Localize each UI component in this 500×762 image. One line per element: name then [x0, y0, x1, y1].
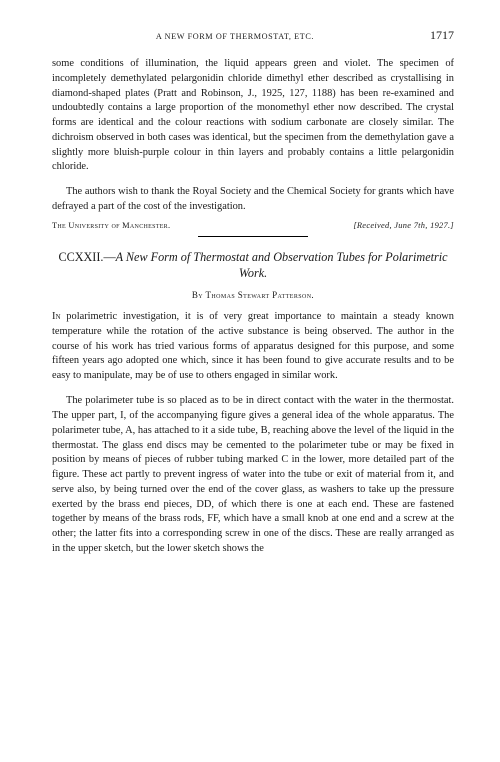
lead-word: In	[52, 311, 61, 322]
article-paragraph-1: In polarimetric investigation, it is of …	[52, 310, 454, 384]
para1-rest: polarimetric investigation, it is of ver…	[52, 311, 454, 381]
affiliation-row: The University of Manchester. [Received,…	[52, 221, 454, 230]
acknowledgment: The authors wish to thank the Royal Soci…	[52, 185, 454, 215]
section-rule	[198, 236, 308, 237]
received-date: [Received, June 7th, 1927.]	[353, 221, 454, 230]
running-title: A NEW FORM OF THERMOSTAT, ETC.	[52, 32, 418, 41]
page-number: 1717	[430, 28, 454, 43]
article-title-text: A New Form of Thermostat and Observation…	[116, 250, 448, 280]
author-byline: By Thomas Stewart Patterson.	[52, 290, 454, 300]
running-head: A NEW FORM OF THERMOSTAT, ETC. 1717	[52, 28, 454, 43]
affiliation: The University of Manchester.	[52, 221, 170, 230]
article-title: CCXXII.—A New Form of Thermostat and Obs…	[58, 249, 448, 282]
article-number: CCXXII.—	[58, 250, 115, 264]
upper-paragraph: some conditions of illumination, the liq…	[52, 57, 454, 175]
page-container: A NEW FORM OF THERMOSTAT, ETC. 1717 some…	[0, 0, 500, 762]
article-paragraph-2: The polarimeter tube is so placed as to …	[52, 394, 454, 556]
